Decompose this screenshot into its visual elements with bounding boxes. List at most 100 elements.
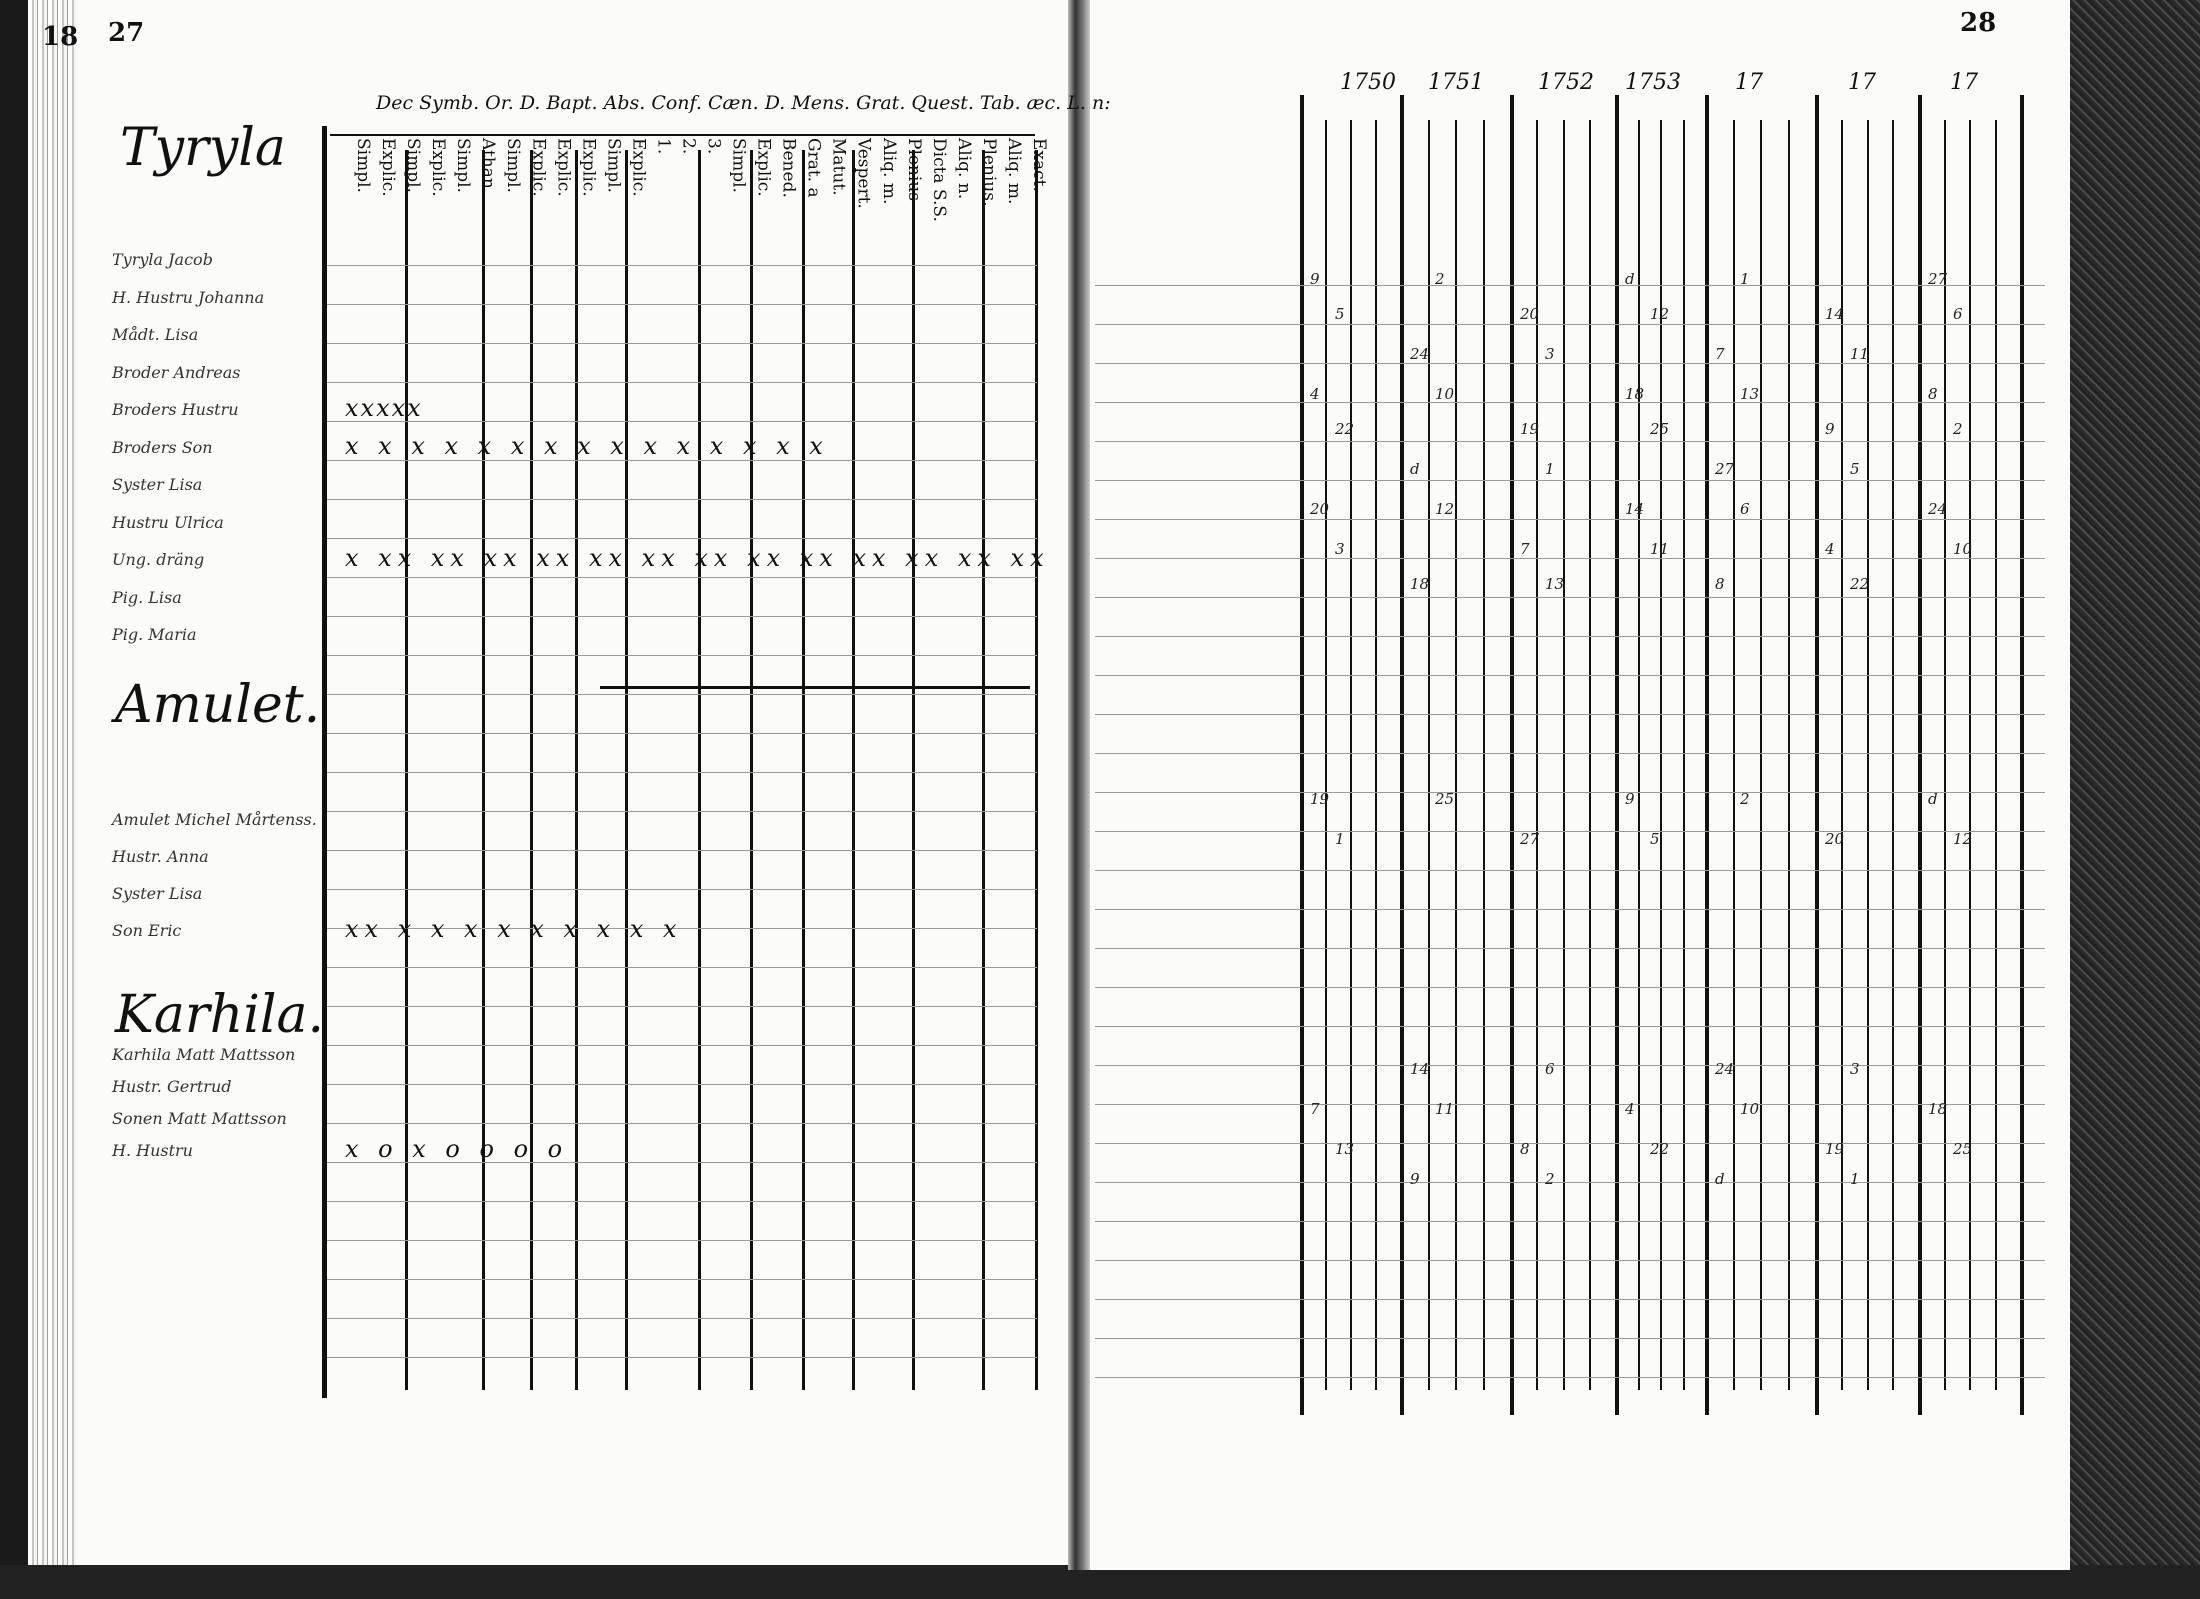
section-heading: Amulet. bbox=[115, 675, 321, 735]
register-entry: 24 bbox=[1928, 500, 1948, 518]
row-rule bbox=[1095, 480, 2045, 481]
row-rule bbox=[327, 889, 1037, 890]
column-divider bbox=[852, 150, 855, 1390]
register-entry: 27 bbox=[1928, 270, 1948, 288]
row-rule bbox=[327, 1318, 1037, 1319]
row-rule bbox=[1095, 1377, 2045, 1378]
row-rule bbox=[1095, 1299, 2045, 1300]
column-divider bbox=[1732, 120, 1735, 1390]
column-divider bbox=[1840, 120, 1843, 1390]
column-divider bbox=[1760, 120, 1762, 1390]
row-rule bbox=[1095, 363, 2045, 364]
register-entry: d bbox=[1410, 460, 1420, 478]
column-divider bbox=[1325, 120, 1327, 1390]
year-divider bbox=[1400, 95, 1404, 1415]
register-entry: d bbox=[1715, 1170, 1725, 1188]
register-entry: 12 bbox=[1435, 500, 1455, 518]
register-entry: 20 bbox=[1310, 500, 1330, 518]
row-rule bbox=[327, 1357, 1037, 1358]
register-entry: 12 bbox=[1953, 830, 1973, 848]
person-name: Amulet Michel Mårtenss. bbox=[112, 810, 317, 829]
register-entry: 1 bbox=[1740, 270, 1750, 288]
row-rule bbox=[1095, 714, 2045, 715]
column-divider bbox=[1637, 120, 1640, 1390]
column-header: Athan. bbox=[478, 138, 499, 195]
book-spine bbox=[1068, 0, 1090, 1570]
row-rule bbox=[327, 421, 1037, 422]
register-entry: 8 bbox=[1715, 575, 1725, 593]
column-header: Simpl. bbox=[603, 138, 624, 193]
row-rule bbox=[1095, 831, 2045, 832]
person-name: Pig. Lisa bbox=[112, 587, 182, 607]
row-rule bbox=[1095, 597, 2045, 598]
year-header: 1752 bbox=[1538, 70, 1594, 95]
column-divider bbox=[1536, 120, 1539, 1390]
year-divider bbox=[2020, 95, 2024, 1415]
person-name: Hustru Ulrica bbox=[112, 512, 224, 532]
register-entry: 13 bbox=[1545, 575, 1565, 593]
person-name: Son Eric bbox=[112, 921, 182, 940]
person-name: H. Hustru Johanna bbox=[112, 287, 265, 307]
register-entry: 24 bbox=[1715, 1060, 1735, 1078]
table-left-border bbox=[322, 126, 327, 1398]
column-divider bbox=[1892, 120, 1895, 1390]
row-rule bbox=[327, 1201, 1037, 1202]
column-header: Explic. bbox=[428, 138, 449, 197]
row-rule bbox=[327, 1162, 1037, 1163]
column-divider bbox=[1427, 120, 1430, 1390]
row-rule bbox=[327, 1006, 1037, 1007]
row-rule bbox=[327, 967, 1037, 968]
register-entry: 19 bbox=[1520, 420, 1540, 438]
register-entry: 1 bbox=[1335, 830, 1345, 848]
register-entry: 6 bbox=[1953, 305, 1963, 323]
register-entry: 2 bbox=[1435, 270, 1445, 288]
register-entry: 6 bbox=[1545, 1060, 1555, 1078]
column-divider bbox=[1994, 120, 1997, 1390]
register-entry: 8 bbox=[1928, 385, 1938, 403]
edge-page-number: 18 bbox=[42, 22, 79, 52]
row-rule bbox=[1095, 792, 2045, 793]
person-name: Syster Lisa bbox=[112, 884, 203, 903]
row-rule bbox=[1095, 324, 2045, 325]
register-entry: 11 bbox=[1650, 540, 1670, 558]
register-entry: 24 bbox=[1410, 345, 1430, 363]
register-entry: 12 bbox=[1650, 305, 1670, 323]
column-header: Plenius, bbox=[978, 138, 999, 207]
person-name: Syster Lisa bbox=[112, 475, 203, 494]
row-rule bbox=[327, 265, 1037, 266]
year-header: 17 bbox=[1950, 70, 1978, 95]
column-divider bbox=[982, 150, 985, 1390]
column-divider bbox=[405, 150, 408, 1390]
row-rule bbox=[327, 460, 1037, 461]
register-entry: 18 bbox=[1928, 1100, 1948, 1118]
column-header: Explic. bbox=[578, 138, 599, 197]
year-divider bbox=[1510, 95, 1514, 1415]
column-header: Simpl. bbox=[453, 138, 474, 193]
column-header: Explic. bbox=[553, 138, 574, 197]
year-header: 1750 bbox=[1340, 70, 1396, 95]
row-rule bbox=[327, 928, 1037, 929]
column-header: Plenius bbox=[903, 138, 924, 201]
column-header: Exact. bbox=[1029, 138, 1049, 192]
register-entry: 22 bbox=[1335, 420, 1355, 438]
row-rule bbox=[1095, 441, 2045, 442]
register-entry: 7 bbox=[1520, 540, 1530, 558]
register-entry: 9 bbox=[1625, 790, 1635, 808]
register-entry: 2 bbox=[1953, 420, 1963, 438]
register-entry: 5 bbox=[1850, 460, 1860, 478]
row-rule bbox=[327, 1279, 1037, 1280]
row-rule bbox=[327, 304, 1037, 305]
column-divider bbox=[530, 150, 533, 1390]
column-header: Bened. bbox=[778, 138, 799, 198]
column-header: Explic. bbox=[528, 138, 549, 197]
row-rule bbox=[327, 1084, 1037, 1085]
row-rule bbox=[1095, 1026, 2045, 1027]
column-divider bbox=[1562, 120, 1565, 1390]
column-header: Aliq. n. bbox=[953, 138, 974, 200]
scanner-background bbox=[2060, 0, 2200, 1599]
row-rule bbox=[1095, 753, 2045, 754]
row-rule bbox=[1095, 1143, 2045, 1144]
register-entry: 18 bbox=[1625, 385, 1645, 403]
column-divider bbox=[575, 150, 578, 1390]
column-header: Explic. bbox=[628, 138, 649, 197]
